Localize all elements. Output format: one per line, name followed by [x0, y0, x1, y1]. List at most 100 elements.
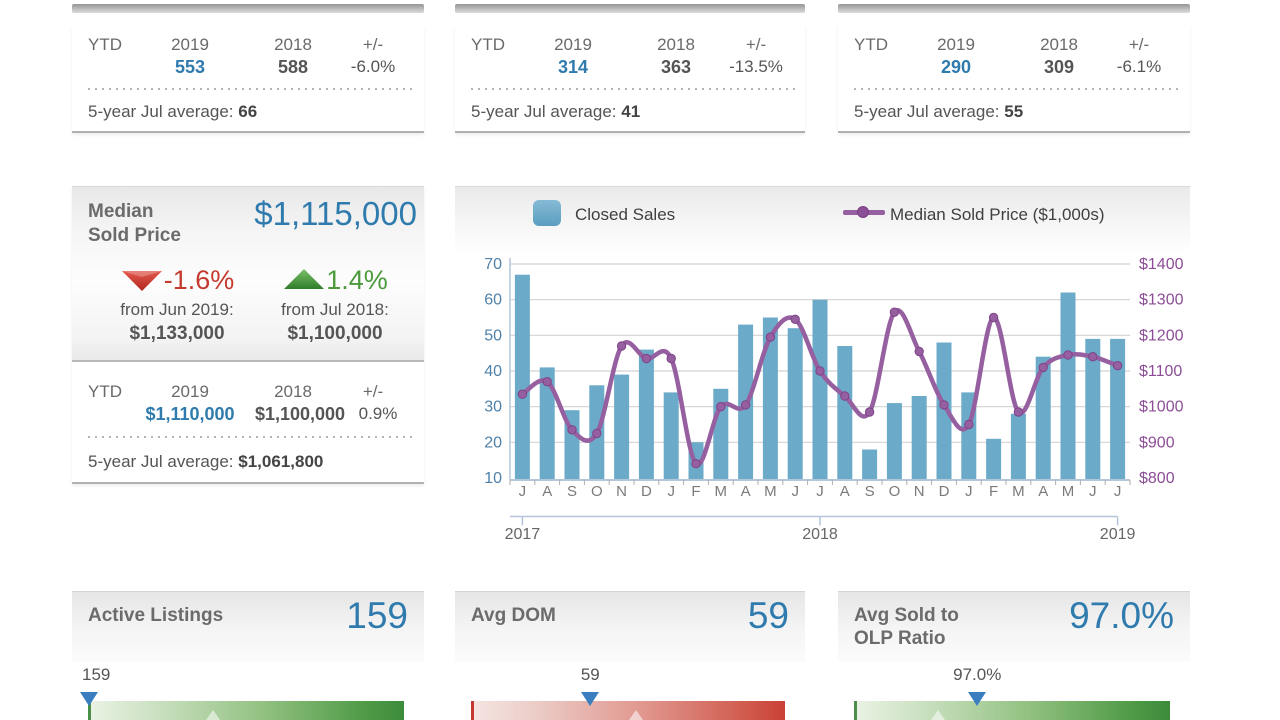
- value-change: -13.5%: [729, 57, 783, 76]
- col-change-label: +/-: [362, 35, 384, 54]
- median-title: Median Sold Price: [88, 200, 181, 248]
- gauge-average-tick-icon: [628, 710, 643, 720]
- ytd-label: YTD: [471, 35, 505, 54]
- card-title: Avg Sold to OLP Ratio: [854, 604, 959, 650]
- gauge: 159: [80, 661, 404, 720]
- card-title-line1: Avg Sold to: [854, 605, 959, 626]
- gauge-bar: [88, 701, 404, 720]
- five-year-average: 5-year Jul average: 55: [854, 102, 1023, 122]
- mom-label: from Jun 2019:: [120, 300, 234, 319]
- col-2019-label: 2019: [937, 35, 975, 54]
- svg-text:$800: $800: [1139, 470, 1175, 487]
- card-title: Active Listings: [88, 604, 223, 627]
- value-change: 0.9%: [358, 404, 398, 423]
- svg-text:J: J: [519, 483, 527, 500]
- mom-value: $1,133,000: [129, 323, 225, 344]
- median-title-line1: Median: [88, 201, 154, 222]
- svg-text:$900: $900: [1139, 434, 1175, 451]
- svg-text:2019: 2019: [1100, 526, 1136, 543]
- card-title: Avg DOM: [471, 604, 556, 627]
- value-2019: 553: [174, 57, 206, 77]
- yoy-label: from Jul 2018:: [281, 300, 389, 319]
- svg-text:60: 60: [484, 292, 502, 309]
- svg-text:J: J: [1114, 483, 1122, 500]
- gauge-average-tick-icon: [206, 710, 221, 720]
- ytd-label: YTD: [854, 35, 888, 54]
- down-arrow-icon: [121, 271, 162, 291]
- gauge-average-tick-icon: [931, 710, 946, 720]
- avg-label: 5-year Jul average:: [88, 102, 234, 121]
- svg-text:A: A: [1038, 483, 1048, 500]
- card-header: [72, 591, 424, 662]
- col-2019-label: 2019: [554, 35, 592, 54]
- sales-price-chart-card: Closed Sales Median Sold Price ($1,000s)…: [455, 186, 1190, 562]
- avg-label: 5-year Jul average:: [471, 102, 617, 121]
- svg-text:O: O: [889, 483, 901, 500]
- svg-text:D: D: [939, 483, 950, 500]
- svg-text:S: S: [865, 483, 875, 500]
- value-2018: 588: [277, 57, 309, 77]
- gauge-bar: [471, 701, 785, 720]
- ytd-stats-card-3: YTD 2019 2018 +/- 290 309 -6.1% 5-year J…: [838, 25, 1190, 133]
- active-listings-card: Active Listings 159 159: [72, 591, 424, 720]
- avg-value: 41: [621, 102, 641, 121]
- value-2019: 290: [940, 57, 972, 77]
- chart-card-header: [455, 186, 1190, 253]
- value-2018: $1,100,000: [254, 404, 346, 424]
- svg-text:20: 20: [484, 434, 502, 451]
- mom-percent: -1.6%: [163, 264, 235, 295]
- gauge-marker-label: 159: [82, 665, 111, 684]
- median-price-legend-label: Median Sold Price ($1,000s): [890, 205, 1105, 224]
- year-over-year-change: 1.4% from Jul 2018: $1,100,000: [250, 265, 420, 345]
- avg-value: $1,061,800: [238, 452, 324, 471]
- card-header: [838, 591, 1190, 662]
- col-change-label: +/-: [745, 35, 767, 54]
- cutoff-panel-bottom-bar: [72, 4, 424, 13]
- month-over-month-change: -1.6% from Jun 2019: $1,133,000: [92, 265, 262, 345]
- svg-text:D: D: [641, 483, 652, 500]
- ytd-stats-card-1: YTD 2019 2018 +/- 553 588 -6.0% 5-year J…: [72, 25, 424, 133]
- col-change-label: +/-: [362, 382, 384, 401]
- col-2018-label: 2018: [657, 35, 695, 54]
- svg-text:$1100: $1100: [1139, 363, 1182, 380]
- svg-text:30: 30: [484, 399, 502, 416]
- svg-text:J: J: [791, 483, 799, 500]
- dotted-divider: [88, 436, 414, 438]
- svg-text:$1300: $1300: [1139, 292, 1184, 309]
- closed-sales-legend-swatch: [533, 200, 561, 226]
- gauge: 59: [471, 661, 785, 720]
- svg-text:F: F: [691, 483, 700, 500]
- closed-sales-legend-label: Closed Sales: [575, 205, 676, 224]
- svg-text:F: F: [989, 483, 998, 500]
- value-2018: 363: [660, 57, 692, 77]
- yoy-value: $1,100,000: [287, 323, 383, 344]
- card-value: 59: [747, 595, 789, 636]
- svg-text:$1000: $1000: [1139, 399, 1184, 416]
- svg-text:N: N: [616, 483, 627, 500]
- median-title-line2: Sold Price: [88, 225, 181, 246]
- svg-text:A: A: [542, 483, 552, 500]
- avg-value: 55: [1004, 102, 1024, 121]
- up-arrow-icon: [284, 269, 325, 289]
- svg-text:M: M: [1012, 483, 1025, 500]
- svg-text:A: A: [840, 483, 850, 500]
- svg-text:J: J: [667, 483, 675, 500]
- svg-text:$1400: $1400: [1139, 256, 1184, 273]
- yoy-percent: 1.4%: [326, 264, 388, 295]
- value-change: -6.1%: [1116, 57, 1162, 76]
- ytd-label: YTD: [88, 382, 122, 401]
- median-value: $1,115,000: [254, 195, 417, 232]
- col-2018-label: 2018: [1040, 35, 1078, 54]
- dotted-divider: [471, 88, 795, 90]
- svg-text:50: 50: [484, 327, 502, 344]
- card-value: 97.0%: [1069, 595, 1174, 636]
- svg-text:A: A: [741, 483, 751, 500]
- gauge-bar: [854, 701, 1170, 720]
- svg-text:J: J: [965, 483, 973, 500]
- value-change: -6.0%: [350, 57, 396, 76]
- col-2018-label: 2018: [274, 382, 312, 401]
- card-title-line1: Avg DOM: [471, 605, 556, 626]
- ytd-stats-card-2: YTD 2019 2018 +/- 314 363 -13.5% 5-year …: [455, 25, 805, 133]
- card-value: 159: [346, 595, 408, 636]
